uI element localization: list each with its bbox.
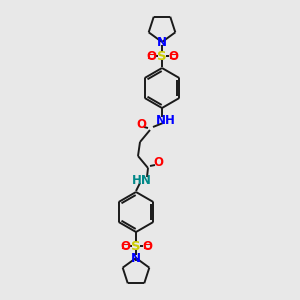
Text: O: O — [136, 118, 146, 131]
Text: N: N — [157, 35, 167, 49]
Text: HN: HN — [132, 173, 152, 187]
Text: NH: NH — [156, 113, 176, 127]
Text: O: O — [168, 50, 178, 62]
Text: S: S — [157, 50, 167, 62]
Text: N: N — [131, 251, 141, 265]
Text: O: O — [142, 239, 152, 253]
Text: O: O — [153, 157, 163, 169]
Text: S: S — [131, 239, 141, 253]
Text: O: O — [146, 50, 156, 62]
Text: O: O — [120, 239, 130, 253]
